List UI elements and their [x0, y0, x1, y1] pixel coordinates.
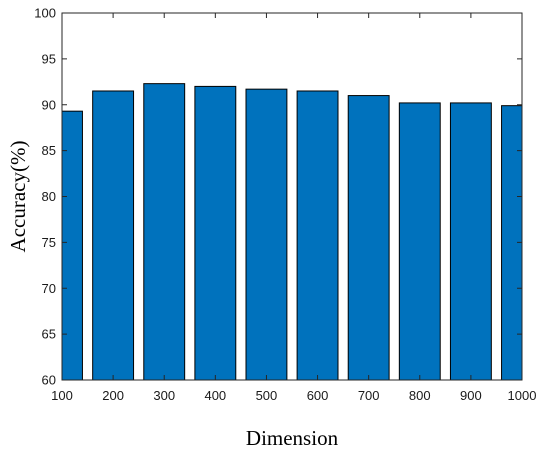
y-axis: 60 65 70 75 80 85 90 95 100: [34, 6, 522, 388]
y-tick-label: 100: [34, 6, 56, 21]
y-tick-label: 85: [42, 143, 56, 158]
x-axis: 100 200 300 400 500 600 700 800 900 1000: [51, 13, 536, 403]
bar-800: [398, 102, 441, 380]
x-tick-label: 1000: [508, 388, 537, 403]
y-axis-title: Accuracy(%): [6, 141, 30, 253]
bar-200: [92, 90, 135, 380]
x-tick-label: 900: [460, 388, 482, 403]
bar-600: [296, 90, 339, 380]
y-tick-label: 65: [42, 327, 56, 342]
x-tick-label: 500: [256, 388, 278, 403]
x-tick-label: 600: [307, 388, 329, 403]
x-tick-label: 700: [358, 388, 380, 403]
bar-700: [347, 95, 390, 380]
x-axis-title: Dimension: [246, 426, 339, 450]
x-tick-label: 200: [102, 388, 124, 403]
y-tick-label: 80: [42, 189, 56, 204]
y-tick-label: 70: [42, 281, 56, 296]
bar-300: [143, 83, 186, 380]
x-tick-label: 100: [51, 388, 73, 403]
bar-900: [449, 102, 492, 380]
bars-group: [62, 83, 522, 380]
bar-400: [194, 85, 237, 380]
y-tick-label: 75: [42, 235, 56, 250]
y-tick-label: 95: [42, 51, 56, 66]
y-tick-label: 60: [42, 373, 56, 388]
x-tick-label: 400: [204, 388, 226, 403]
y-tick-label: 90: [42, 97, 56, 112]
x-tick-label: 800: [409, 388, 431, 403]
x-tick-label: 300: [153, 388, 175, 403]
bar-500: [245, 88, 288, 380]
